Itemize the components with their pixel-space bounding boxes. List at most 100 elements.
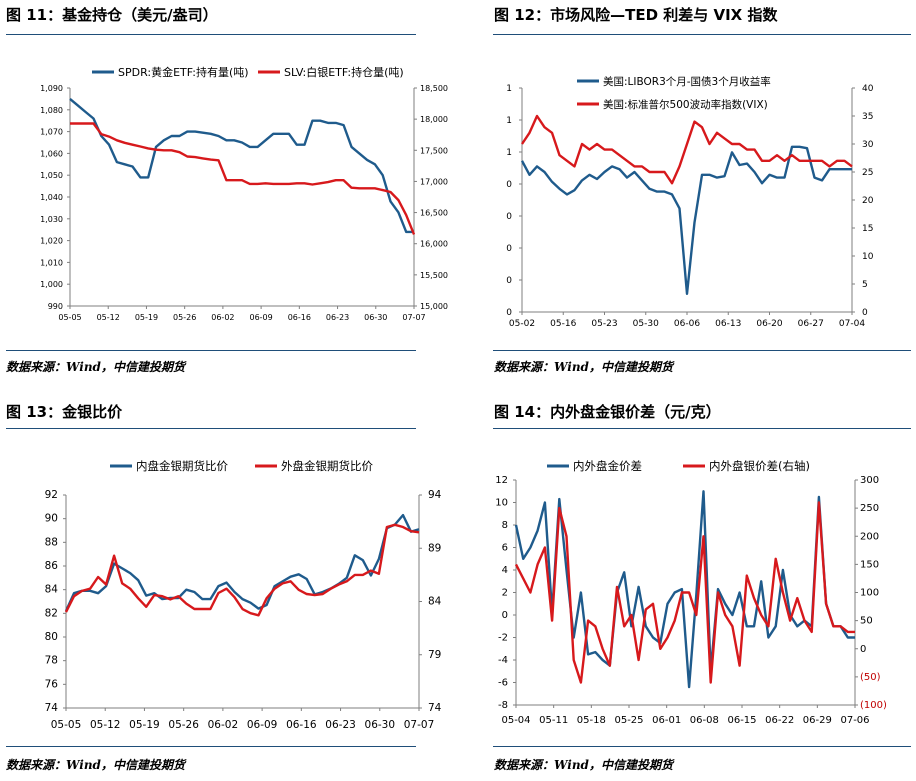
y-left-tick-label: 0 [506, 276, 512, 286]
x-tick-label: 06-20 [756, 319, 782, 329]
y-left-tick-label: 92 [45, 489, 58, 501]
legend-label: SPDR:黄金ETF:持有量(吨) [118, 65, 249, 79]
y-left-tick-label: 6 [502, 543, 508, 554]
legend-label: SLV:白银ETF:持仓量(吨) [284, 65, 404, 79]
chart-14: -8 -6 -4 -2 0 2 4 6 8 10 12 (100) (50) 0 50 100 150 200 25… [495, 459, 887, 726]
y-right-tick-label: 0 [860, 644, 866, 655]
y-right-tick-label: (100) [860, 700, 887, 711]
y-right-tick-label: 20 [862, 196, 874, 206]
y-left-tick-label: 1 [506, 116, 512, 126]
y-right-tick-label: 17,500 [420, 146, 448, 155]
y-right-tick-label: 250 [860, 503, 879, 514]
y-right-tick-label: 0 [862, 308, 868, 318]
series-line-1 [64, 513, 420, 612]
x-tick-label: 06-09 [249, 313, 272, 322]
y-right-tick-label: 10 [862, 252, 874, 262]
y-left-tick-label: 10 [495, 498, 508, 509]
y-right-tick-label: 15,000 [420, 302, 448, 311]
series-line-2 [64, 523, 420, 617]
y-left-tick-label: 0 [502, 610, 508, 621]
y-left-tick-label: 0 [506, 244, 512, 254]
y-right-tick-label: 35 [862, 112, 873, 122]
chart-title-11: 图 11：基金持仓（美元/盎司） [6, 6, 218, 24]
y-left-tick-label: 1,070 [40, 128, 63, 137]
chart-title-14: 图 14：内外盘金银价差（元/克） [494, 403, 721, 421]
x-tick-label: 06-08 [690, 715, 719, 726]
x-tick-label: 06-30 [365, 719, 396, 731]
y-left-tick-label: 74 [45, 702, 59, 714]
y-right-tick-label: 17,000 [420, 177, 448, 186]
y-left-tick-label: 86 [45, 560, 59, 572]
x-tick-label: 06-23 [325, 719, 356, 731]
y-right-tick-label: 100 [860, 588, 879, 599]
source-rule-right [493, 350, 911, 351]
y-right-tick-label: 84 [428, 596, 442, 608]
x-tick-label: 05-30 [633, 319, 659, 329]
x-tick-label: 05-12 [90, 719, 121, 731]
x-tick-label: 05-26 [173, 313, 196, 322]
x-tick-label: 05-05 [51, 719, 82, 731]
x-tick-label: 05-26 [168, 719, 199, 731]
series-line-1 [69, 97, 414, 234]
source-rule-right-2 [493, 746, 911, 747]
y-right-tick-label: 94 [428, 489, 442, 501]
y-right-tick-label: 200 [860, 531, 879, 542]
y-left-tick-label: 1,010 [40, 258, 63, 267]
y-right-tick-label: 5 [862, 280, 868, 290]
y-left-tick-label: 0 [506, 180, 512, 190]
x-tick-label: 05-18 [577, 715, 606, 726]
x-tick-label: 05-23 [591, 319, 617, 329]
source-note-12: 数据来源：Wind，中信建投期货 [494, 360, 673, 374]
y-left-tick-label: 1 [506, 148, 512, 158]
y-left-tick-label: 82 [45, 607, 58, 619]
x-tick-label: 06-27 [798, 319, 824, 329]
x-tick-label: 05-04 [501, 715, 530, 726]
y-left-tick-label: 0 [506, 308, 512, 318]
x-tick-label: 06-02 [208, 719, 239, 731]
x-tick-label: 06-16 [286, 719, 317, 731]
x-tick-label: 07-06 [840, 715, 869, 726]
y-left-tick-label: 1,020 [40, 237, 63, 246]
y-left-tick-label: -4 [498, 655, 508, 666]
y-left-tick-label: -8 [498, 700, 508, 711]
x-tick-label: 05-25 [614, 715, 643, 726]
title-rule-left-2 [6, 428, 416, 429]
x-tick-label: 05-19 [135, 313, 158, 322]
chart-title-12: 图 12：市场风险—TED 利差与 VIX 指数 [494, 6, 778, 24]
x-tick-label: 06-22 [765, 715, 794, 726]
y-left-tick-label: 8 [502, 520, 508, 531]
y-right-tick-label: 16,000 [420, 240, 448, 249]
y-left-tick-label: 990 [48, 302, 63, 311]
chart-title-13: 图 13：金银比价 [6, 403, 123, 421]
y-right-tick-label: 30 [862, 140, 874, 150]
legend-label: 内盘金银期货比价 [136, 459, 228, 473]
title-rule-right-2 [493, 428, 911, 429]
y-left-tick-label: 1,000 [40, 280, 63, 289]
x-tick-label: 06-13 [715, 319, 741, 329]
x-tick-label: 07-07 [402, 313, 425, 322]
y-left-tick-label: 90 [45, 513, 58, 525]
x-tick-label: 06-15 [727, 715, 756, 726]
y-left-tick-label: 12 [495, 475, 508, 486]
chart-13: 74 76 78 80 82 84 86 88 90 92 74 79 84 89 94 05-05 05-12… [45, 459, 442, 731]
x-tick-label: 07-07 [404, 719, 435, 731]
x-tick-label: 06-02 [211, 313, 234, 322]
y-left-tick-label: 88 [45, 536, 58, 548]
x-tick-label: 06-16 [288, 313, 311, 322]
y-left-tick-label: 4 [502, 565, 508, 576]
y-left-tick-label: 1,040 [40, 193, 63, 202]
title-rule-left [6, 34, 416, 35]
y-left-tick-label: 1 [506, 84, 512, 94]
y-right-tick-label: 18,500 [420, 84, 448, 93]
y-right-tick-label: 16,500 [420, 209, 448, 218]
legend-label: 内外盘金价差 [573, 459, 642, 473]
x-tick-label: 06-30 [364, 313, 387, 322]
x-tick-label: 07-04 [839, 319, 865, 329]
x-tick-label: 05-02 [509, 319, 535, 329]
series-line-2 [521, 114, 853, 185]
x-tick-label: 06-06 [674, 319, 700, 329]
y-left-tick-label: 2 [502, 588, 508, 599]
x-tick-label: 05-05 [58, 313, 81, 322]
